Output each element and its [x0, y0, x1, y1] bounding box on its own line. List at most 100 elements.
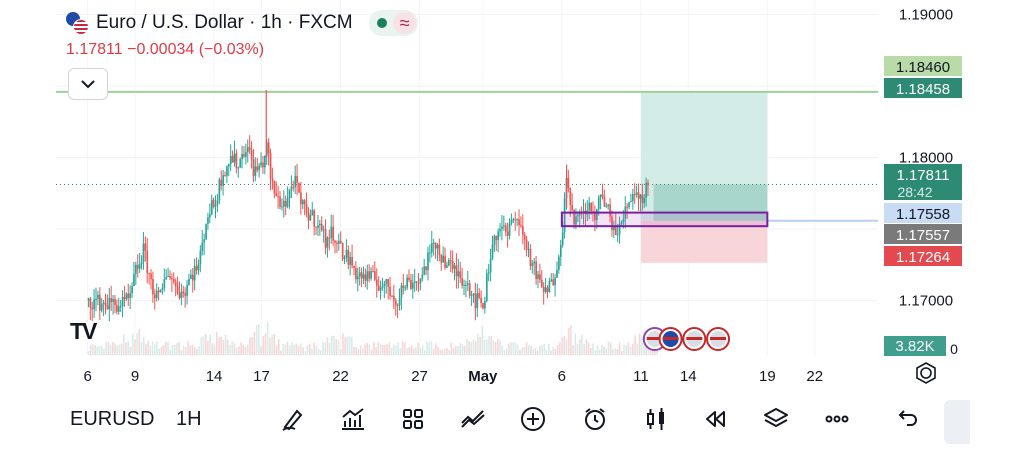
candle-body — [360, 272, 363, 279]
volume-bar — [616, 349, 619, 355]
candle-body — [588, 202, 591, 211]
candle-body — [559, 245, 562, 257]
alert-icon[interactable] — [580, 404, 610, 434]
candle-body — [313, 210, 316, 227]
candle-body — [531, 263, 534, 266]
candle-body — [457, 271, 460, 277]
side-panel-handle[interactable] — [944, 400, 970, 444]
candle-body — [264, 155, 266, 168]
layers-icon[interactable] — [761, 404, 791, 434]
candle-body — [209, 214, 211, 218]
candle-body — [239, 159, 242, 168]
volume-bar — [331, 335, 333, 355]
countdown-label: 28:42 — [897, 184, 932, 200]
candle-body — [121, 297, 124, 307]
compare-icon[interactable] — [458, 404, 488, 434]
volume-bar — [505, 348, 508, 355]
volume-bar — [335, 339, 338, 355]
volume-bar — [151, 341, 154, 355]
candle-body — [438, 244, 441, 255]
candle-body — [419, 278, 422, 284]
candle-body — [172, 279, 175, 282]
candle-body — [347, 250, 350, 265]
candle-body — [467, 283, 469, 285]
candle-body — [319, 223, 321, 226]
event-icon-stripe — [662, 337, 679, 340]
price-label: 1.18458 — [896, 81, 950, 98]
candle-body — [613, 225, 615, 231]
indicators-icon[interactable] — [338, 404, 368, 434]
candle-body — [110, 298, 113, 302]
volume-bar — [304, 350, 307, 355]
candle-body — [370, 271, 372, 279]
volume-bar — [393, 344, 395, 355]
candle-body — [338, 240, 340, 244]
candle-body — [351, 257, 353, 266]
timeframe-button[interactable]: 1H — [176, 407, 202, 430]
volume-bar — [167, 341, 169, 355]
candle-body — [125, 293, 128, 300]
candle-body — [127, 293, 130, 299]
candle-body — [503, 225, 505, 227]
volume-bar — [481, 326, 484, 355]
candle-body — [510, 219, 513, 224]
candle-body — [271, 178, 274, 181]
volume-bar — [235, 347, 238, 355]
chart-header: Euro / U.S. Dollar · 1h · FXCM ≈ — [66, 10, 419, 36]
candle-body — [413, 281, 416, 284]
candle-body — [89, 298, 92, 308]
candles-icon[interactable] — [641, 404, 671, 434]
draw-icon[interactable] — [278, 404, 308, 434]
replay-icon[interactable] — [700, 404, 730, 434]
volume-bar — [532, 349, 535, 355]
volume-bar — [525, 342, 528, 355]
volume-bar — [576, 344, 579, 355]
volume-bar — [450, 342, 453, 355]
volume-bar — [359, 345, 362, 355]
more-icon[interactable] — [822, 404, 852, 434]
candle-body — [535, 261, 537, 279]
volume-bar — [618, 342, 621, 355]
candle-body — [539, 274, 541, 280]
volume-bar — [246, 344, 249, 355]
candle-body — [385, 279, 388, 284]
add-icon[interactable] — [518, 404, 548, 434]
symbol-button[interactable]: EURUSD — [70, 407, 155, 430]
undo-icon[interactable] — [892, 404, 922, 434]
volume-bar — [162, 345, 165, 355]
candle-body — [334, 240, 336, 243]
candle-body — [377, 285, 380, 291]
volume-bar — [488, 336, 490, 355]
price-label-bg — [884, 203, 962, 223]
price-label-bg — [884, 246, 962, 266]
volume-bar — [182, 345, 185, 355]
volume-bar — [180, 350, 183, 355]
market-status-pill[interactable]: ≈ — [368, 10, 419, 36]
price-label: 1.17557 — [896, 227, 950, 244]
volume-bar — [142, 336, 145, 355]
candle-body — [235, 153, 238, 169]
volume-bar — [120, 343, 123, 355]
volume-bar — [395, 345, 397, 355]
axis-settings-icon[interactable] — [920, 367, 932, 379]
volume-bar — [636, 343, 639, 355]
candle-body — [512, 219, 515, 221]
candle-body — [237, 167, 240, 169]
volume-bar — [598, 349, 601, 355]
volume-bar — [634, 335, 636, 355]
volume-bar — [196, 349, 198, 355]
candle-body — [430, 243, 433, 253]
candle-body — [434, 242, 437, 249]
candle-body — [609, 204, 611, 217]
collapse-button[interactable] — [68, 68, 108, 100]
symbol-title[interactable]: Euro / U.S. Dollar · 1h · FXCM — [96, 12, 353, 33]
candle-body — [140, 262, 143, 265]
volume-bar — [609, 342, 612, 355]
volume-bar — [366, 343, 369, 355]
candle-body — [218, 179, 221, 201]
compare-wave-icon[interactable]: ≈ — [392, 12, 417, 34]
volume-bar — [408, 347, 411, 355]
templates-icon[interactable] — [398, 404, 428, 434]
volume-bar — [229, 344, 231, 355]
